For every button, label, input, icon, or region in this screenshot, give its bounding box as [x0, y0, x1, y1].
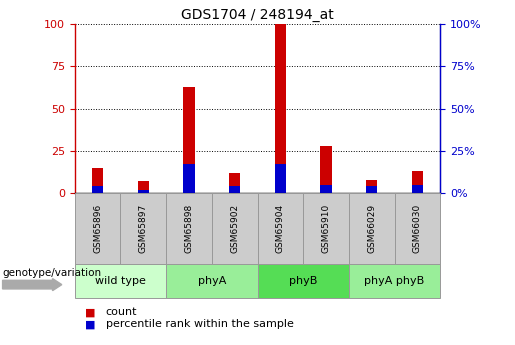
Bar: [274, 165, 286, 193]
Bar: [274, 24, 286, 193]
Bar: [412, 171, 423, 193]
Text: wild type: wild type: [95, 276, 146, 286]
Bar: [412, 185, 423, 193]
Text: GSM65904: GSM65904: [276, 204, 285, 253]
Text: count: count: [106, 307, 137, 317]
Bar: [92, 168, 103, 193]
Text: GSM65898: GSM65898: [184, 204, 194, 253]
Text: percentile rank within the sample: percentile rank within the sample: [106, 319, 294, 329]
Text: GSM65896: GSM65896: [93, 204, 102, 253]
Title: GDS1704 / 248194_at: GDS1704 / 248194_at: [181, 8, 334, 22]
Text: GSM65902: GSM65902: [230, 204, 239, 253]
Text: ■: ■: [85, 307, 99, 317]
Bar: [183, 165, 195, 193]
Text: phyA: phyA: [198, 276, 226, 286]
Text: GSM66029: GSM66029: [367, 204, 376, 253]
Text: GSM66030: GSM66030: [413, 204, 422, 253]
Text: GSM65910: GSM65910: [321, 204, 331, 253]
Bar: [183, 87, 195, 193]
Bar: [229, 186, 241, 193]
Bar: [138, 190, 149, 193]
Text: GSM65897: GSM65897: [139, 204, 148, 253]
Text: ■: ■: [85, 319, 99, 329]
Bar: [229, 173, 241, 193]
Text: genotype/variation: genotype/variation: [3, 268, 101, 277]
Bar: [320, 185, 332, 193]
Bar: [366, 180, 377, 193]
Bar: [320, 146, 332, 193]
Text: phyB: phyB: [289, 276, 317, 286]
Bar: [138, 181, 149, 193]
Bar: [92, 186, 103, 193]
Bar: [366, 186, 377, 193]
Text: phyA phyB: phyA phyB: [365, 276, 425, 286]
